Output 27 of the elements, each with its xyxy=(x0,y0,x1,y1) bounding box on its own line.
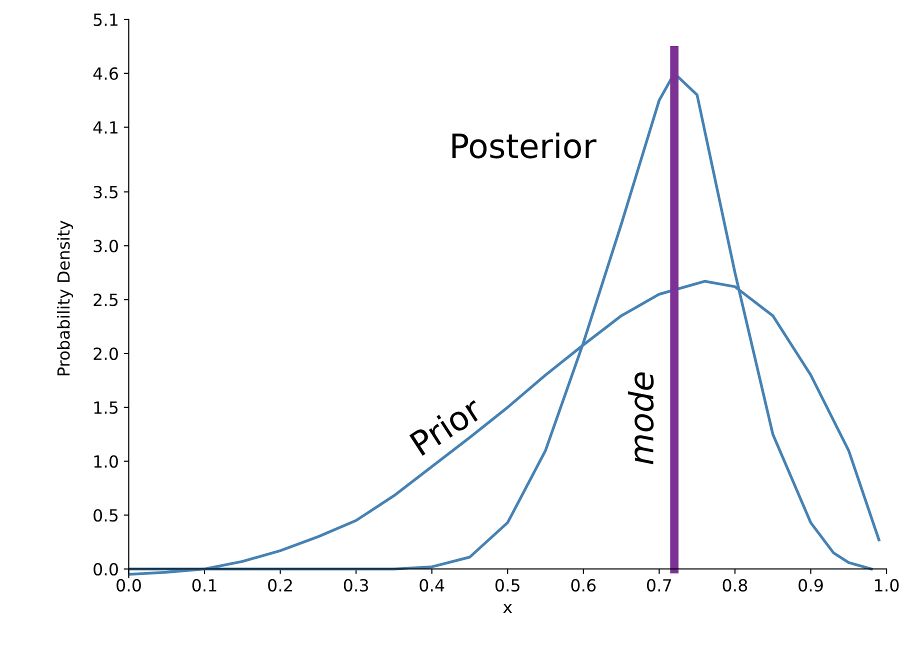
y-tick-label: 3.0 xyxy=(94,240,118,252)
x-tick-label: 0.5 xyxy=(495,579,520,592)
x-tick-label: 0.3 xyxy=(344,579,368,592)
x-tick-label: 0.2 xyxy=(268,579,292,592)
y-tick-label: 3.5 xyxy=(94,186,118,198)
y-tick-label: 2.5 xyxy=(94,294,118,306)
text: Prior xyxy=(408,394,484,456)
y-tick-label: 5.1 xyxy=(94,14,118,26)
x-tick-label: 0.6 xyxy=(571,579,596,592)
x-tick-label: 0.4 xyxy=(420,579,444,592)
x-tick-label: 1.0 xyxy=(875,579,899,592)
x-tick-label: 0.8 xyxy=(722,579,748,592)
series-label: Posterior xyxy=(452,132,596,158)
y-tick-label: 0.5 xyxy=(94,509,118,522)
y-axis-title: Probability Density xyxy=(56,220,74,376)
y-tick-label: 0.0 xyxy=(94,562,118,576)
x-tick-label: 0.7 xyxy=(647,579,672,592)
x-tick-label: 0.0 xyxy=(116,579,141,592)
y-tick-label: 4.6 xyxy=(93,67,118,80)
y-tick-label: 2.0 xyxy=(94,347,118,360)
y-tick-label: 1.0 xyxy=(94,455,118,468)
x-tick-label: 0.9 xyxy=(798,579,823,592)
y-tick-label: 1.5 xyxy=(94,402,118,414)
x-axis-title: x xyxy=(503,604,512,614)
y-tick-label: 4.1 xyxy=(93,121,118,134)
x-tick-label: 0.1 xyxy=(192,579,216,592)
ref-line-label: mode xyxy=(628,372,654,464)
